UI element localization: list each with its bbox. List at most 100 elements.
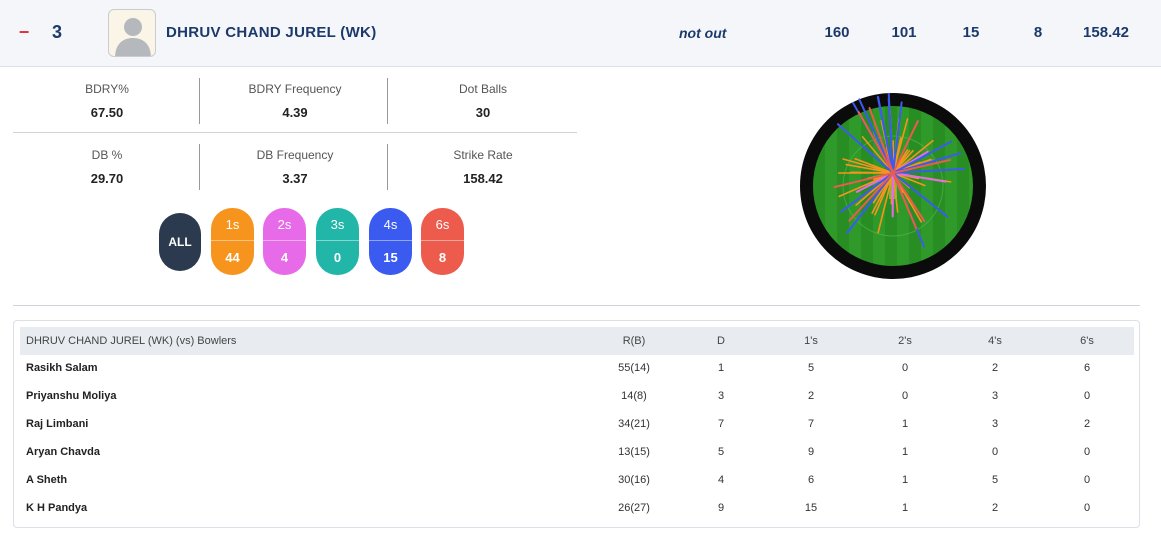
cell-6s: 0 — [1083, 474, 1091, 486]
cell-rb: 26(27) — [618, 502, 650, 514]
shot-line — [892, 172, 918, 230]
table-row: Priyanshu Moliya 14(8) 3 2 0 3 0 — [20, 383, 1134, 411]
bowler-name: Priyanshu Moliya — [26, 390, 117, 402]
col-header-6s: 6's — [1080, 335, 1094, 347]
batting-stats-grid: BDRY% 67.50 BDRY Frequency 4.39 Dot Ball… — [13, 69, 577, 199]
shot-lines — [833, 93, 965, 248]
filter-2s-button[interactable]: 2s 4 — [263, 208, 306, 275]
col-header-2s: 2's — [898, 335, 912, 347]
cell-4s: 0 — [991, 446, 999, 458]
stat-value: 67.50 — [90, 104, 124, 120]
cell-d: 3 — [717, 390, 725, 402]
table-row: Rasikh Salam 55(14) 1 5 0 2 6 — [20, 355, 1134, 383]
pill-label: 4s — [369, 208, 412, 241]
shot-line — [892, 172, 947, 183]
stat-label: BDRY% — [85, 81, 129, 96]
pill-label: 3s — [316, 208, 359, 241]
stat-label: Dot Balls — [458, 81, 508, 96]
stat-label: BDRY Frequency — [248, 81, 342, 96]
cell-d: 4 — [717, 474, 725, 486]
stat-value: 29.70 — [90, 171, 124, 186]
bowler-name: Aryan Chavda — [26, 446, 100, 458]
user-silhouette-icon — [115, 18, 151, 56]
stat-db-percent: DB % 29.70 — [13, 144, 201, 190]
col-header-rb: R(B) — [622, 335, 646, 347]
cell-6s: 0 — [1083, 446, 1091, 458]
cell-rb: 34(21) — [618, 418, 650, 430]
section-divider — [13, 305, 1140, 306]
shot-line — [842, 158, 894, 174]
strike-rate-value: 158.42 — [1083, 24, 1129, 41]
col-header-4s: 4's — [988, 335, 1002, 347]
shot-line — [892, 172, 949, 218]
runs-value: 160 — [824, 24, 850, 41]
shot-line — [892, 140, 953, 174]
cell-4s: 2 — [991, 502, 999, 514]
cell-2s: 1 — [901, 418, 909, 430]
shot-line — [892, 139, 934, 174]
cell-1s: 9 — [807, 446, 815, 458]
stat-bdry-frequency: BDRY Frequency 4.39 — [199, 77, 389, 124]
table-title: DHRUV CHAND JUREL (WK) (vs) Bowlers — [26, 335, 237, 347]
bowler-name: Rasikh Salam — [26, 362, 98, 374]
player-name[interactable]: DHRUV CHAND JUREL (WK) — [166, 24, 377, 41]
shot-line — [877, 95, 894, 174]
minus-icon[interactable]: − — [18, 22, 30, 42]
filter-6s-button[interactable]: 6s 8 — [421, 208, 464, 275]
pill-count: 0 — [333, 250, 342, 265]
cell-4s: 2 — [991, 362, 999, 374]
filter-3s-button[interactable]: 3s 0 — [316, 208, 359, 275]
shot-line — [892, 120, 919, 174]
shot-line — [833, 172, 894, 189]
shot-line — [848, 172, 894, 222]
pill-count: 4 — [280, 250, 289, 265]
bowler-name: A Sheth — [26, 474, 68, 486]
table-row: A Sheth 30(16) 4 6 1 5 0 — [20, 467, 1134, 495]
cell-1s: 2 — [807, 390, 815, 402]
pill-count: 15 — [383, 250, 398, 265]
stat-value: 4.39 — [282, 104, 308, 120]
shot-line — [892, 158, 952, 174]
table-row: K H Pandya 26(27) 9 15 1 2 0 — [20, 495, 1134, 523]
stat-value: 30 — [475, 104, 491, 120]
fours-value: 15 — [962, 24, 980, 41]
pill-label: 1s — [211, 208, 254, 241]
stat-value: 3.37 — [282, 171, 308, 186]
stat-strike-rate: Strike Rate 158.42 — [387, 144, 577, 190]
filter-all-button[interactable]: ALL — [159, 213, 201, 271]
filter-1s-button[interactable]: 1s 44 — [211, 208, 254, 275]
col-header-1s: 1's — [804, 335, 818, 347]
stats-row: DB % 29.70 DB Frequency 3.37 Strike Rate… — [13, 135, 577, 199]
dismissal-status: not out — [679, 25, 727, 41]
filter-4s-button[interactable]: 4s 15 — [369, 208, 412, 275]
sixes-value: 8 — [1033, 24, 1043, 41]
cell-6s: 0 — [1083, 390, 1091, 402]
cell-2s: 1 — [901, 446, 909, 458]
shot-line — [892, 172, 926, 187]
col-header-d: D — [717, 335, 725, 347]
shot-line — [855, 172, 894, 193]
cell-4s: 3 — [991, 390, 999, 402]
stat-dot-balls: Dot Balls 30 — [387, 77, 577, 124]
table-row: Raj Limbani 34(21) 7 7 1 3 2 — [20, 411, 1134, 439]
pill-label: 6s — [421, 208, 464, 241]
shot-line — [858, 98, 894, 174]
wagon-wheel-chart — [800, 93, 986, 279]
cell-rb: 14(8) — [621, 390, 647, 402]
cell-2s: 0 — [901, 362, 909, 374]
cell-1s: 6 — [807, 474, 815, 486]
cell-1s: 7 — [807, 418, 815, 430]
shot-line — [892, 172, 926, 223]
cell-d: 9 — [717, 502, 725, 514]
shot-line — [868, 107, 894, 174]
stat-label: DB % — [91, 148, 123, 162]
shot-line — [892, 167, 965, 174]
shot-line — [857, 111, 894, 174]
stats-row: BDRY% 67.50 BDRY Frequency 4.39 Dot Ball… — [13, 69, 577, 133]
shot-line — [892, 149, 914, 174]
pill-count: 44 — [225, 250, 240, 265]
stat-label: DB Frequency — [256, 148, 334, 162]
cell-4s: 3 — [991, 418, 999, 430]
shot-line — [877, 172, 894, 234]
avatar — [108, 9, 156, 57]
